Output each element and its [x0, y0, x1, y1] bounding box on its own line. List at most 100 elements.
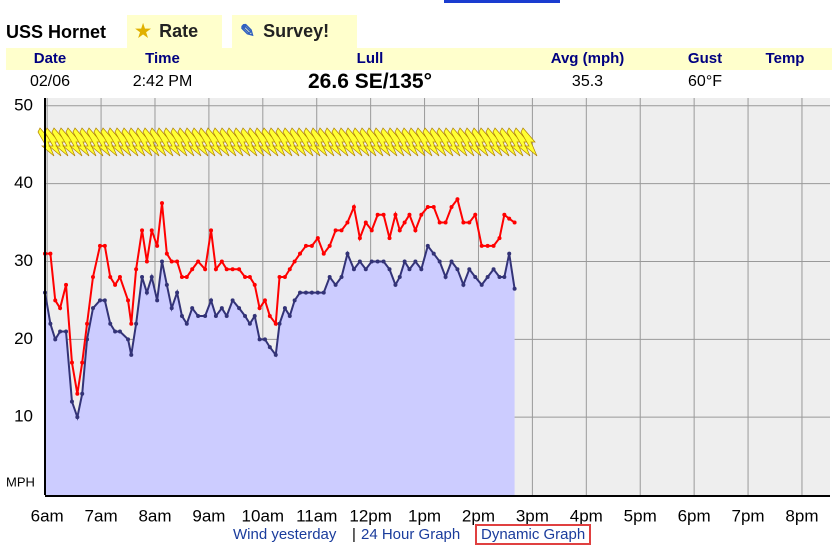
point	[321, 251, 326, 256]
survey-button[interactable]: ✎ Survey!	[232, 15, 357, 48]
point	[64, 282, 69, 287]
point	[369, 228, 374, 233]
point	[292, 259, 297, 264]
point	[155, 243, 160, 248]
cell: 2:42 PM	[132, 73, 193, 90]
point	[419, 212, 424, 217]
point	[90, 306, 95, 311]
x-tick-label: 8am	[138, 506, 171, 525]
point	[497, 275, 502, 280]
point	[455, 267, 460, 272]
point	[237, 306, 242, 311]
point	[175, 259, 180, 264]
x-tick-label: 5pm	[624, 506, 657, 525]
link-underline	[444, 0, 560, 3]
point	[407, 267, 412, 272]
point	[393, 282, 398, 287]
rate-button[interactable]: ★ Rate	[127, 15, 222, 48]
cell: 35.3	[571, 73, 604, 90]
point	[277, 275, 282, 280]
point	[413, 228, 418, 233]
point	[190, 267, 195, 272]
point	[209, 298, 214, 303]
point	[309, 243, 314, 248]
point	[479, 282, 484, 287]
point	[196, 313, 201, 318]
point	[357, 236, 362, 241]
survey-label: Survey!	[263, 21, 330, 41]
point	[315, 236, 320, 241]
point	[209, 228, 214, 233]
point	[298, 251, 303, 256]
point	[134, 321, 139, 326]
point	[179, 313, 184, 318]
y-tick-label: 40	[14, 173, 33, 192]
point	[243, 275, 248, 280]
point	[203, 267, 208, 272]
point	[140, 275, 145, 280]
x-tick-label: 9am	[192, 506, 225, 525]
point	[282, 275, 287, 280]
link[interactable]: 24 Hour Graph	[361, 526, 461, 543]
point	[333, 282, 338, 287]
point	[363, 220, 368, 225]
point	[117, 329, 122, 334]
point	[175, 290, 180, 295]
point	[491, 243, 496, 248]
point	[303, 290, 308, 295]
point	[184, 321, 189, 326]
point	[97, 298, 102, 303]
point	[512, 220, 517, 225]
x-tick-label: 11am	[296, 506, 337, 525]
point	[315, 290, 320, 295]
point	[277, 321, 282, 326]
point	[507, 251, 512, 256]
point	[327, 275, 332, 280]
column-header: Lull	[356, 50, 384, 67]
point	[298, 290, 303, 295]
x-tick-label: 12pm	[349, 506, 392, 525]
point	[497, 236, 502, 241]
point	[273, 352, 278, 357]
point	[75, 415, 80, 420]
point	[309, 290, 314, 295]
point	[149, 228, 154, 233]
point	[397, 275, 402, 280]
point	[369, 259, 374, 264]
link-active[interactable]: Dynamic Graph	[475, 524, 592, 545]
y-tick-label: 30	[14, 251, 33, 270]
point	[443, 220, 448, 225]
point	[219, 259, 224, 264]
point	[129, 352, 134, 357]
point	[230, 298, 235, 303]
point	[126, 298, 131, 303]
point	[333, 228, 338, 233]
point	[402, 259, 407, 264]
point	[413, 259, 418, 264]
link[interactable]: Wind yesterday	[233, 526, 337, 543]
point	[437, 220, 442, 225]
point	[479, 243, 484, 248]
point	[224, 267, 229, 272]
point	[102, 243, 107, 248]
point	[339, 228, 344, 233]
point	[419, 267, 424, 272]
point	[321, 290, 326, 295]
point	[69, 360, 74, 365]
point	[473, 275, 478, 280]
point	[267, 345, 272, 350]
point	[282, 306, 287, 311]
x-tick-label: 3pm	[516, 506, 549, 525]
point	[48, 251, 53, 256]
point	[375, 259, 380, 264]
point	[387, 267, 392, 272]
point	[375, 212, 380, 217]
point	[252, 313, 257, 318]
point	[53, 298, 58, 303]
point	[449, 204, 454, 209]
point	[345, 220, 350, 225]
x-tick-label: 10am	[242, 506, 285, 525]
point	[203, 313, 208, 318]
point	[257, 306, 262, 311]
